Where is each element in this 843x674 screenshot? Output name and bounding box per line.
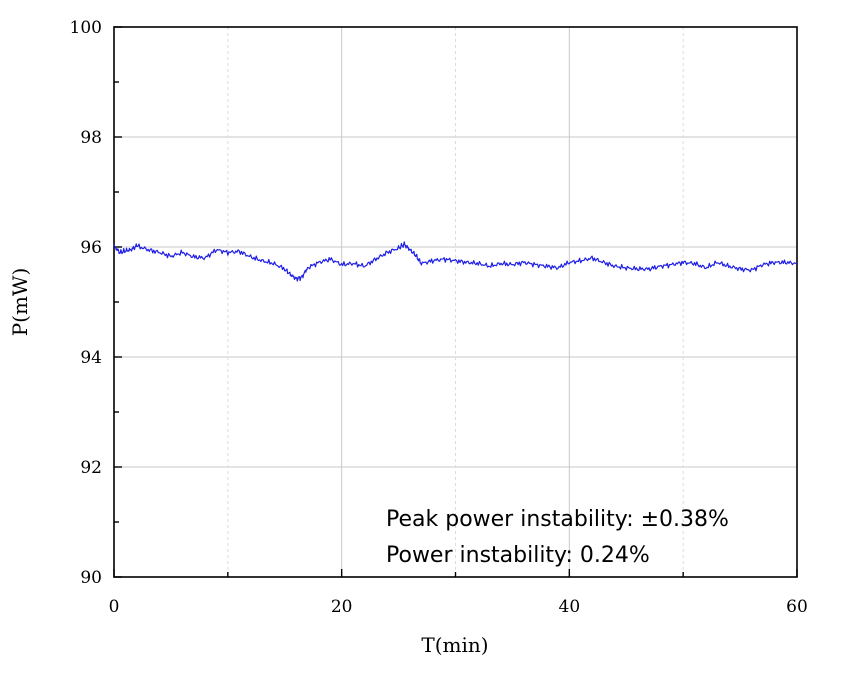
y-tick-label: 90 bbox=[80, 568, 102, 588]
power-instability-annotation: Power instability: 0.24% bbox=[386, 543, 650, 568]
x-tick-label: 40 bbox=[559, 597, 581, 617]
y-axis-label: P(mW) bbox=[8, 268, 32, 337]
y-tick-label: 98 bbox=[80, 128, 102, 148]
axis-ticks bbox=[113, 26, 798, 578]
x-tick-label: 20 bbox=[331, 597, 353, 617]
y-tick-label: 94 bbox=[80, 348, 102, 368]
x-tick-labels: 0 20 40 60 bbox=[109, 597, 808, 617]
peak-instability-annotation: Peak power instability: ±0.38% bbox=[386, 507, 729, 532]
y-tick-label: 100 bbox=[70, 18, 102, 38]
series-line bbox=[113, 241, 798, 282]
x-tick-label: 60 bbox=[786, 597, 808, 617]
x-axis-label: T(min) bbox=[421, 633, 488, 657]
y-tick-label: 92 bbox=[80, 458, 102, 478]
x-tick-label: 0 bbox=[109, 597, 120, 617]
major-gridlines bbox=[114, 27, 797, 577]
plot-frame bbox=[113, 26, 798, 578]
y-tick-labels: 90 92 94 96 98 100 bbox=[70, 18, 102, 588]
y-tick-label: 96 bbox=[80, 238, 102, 258]
minor-gridlines bbox=[227, 27, 684, 577]
